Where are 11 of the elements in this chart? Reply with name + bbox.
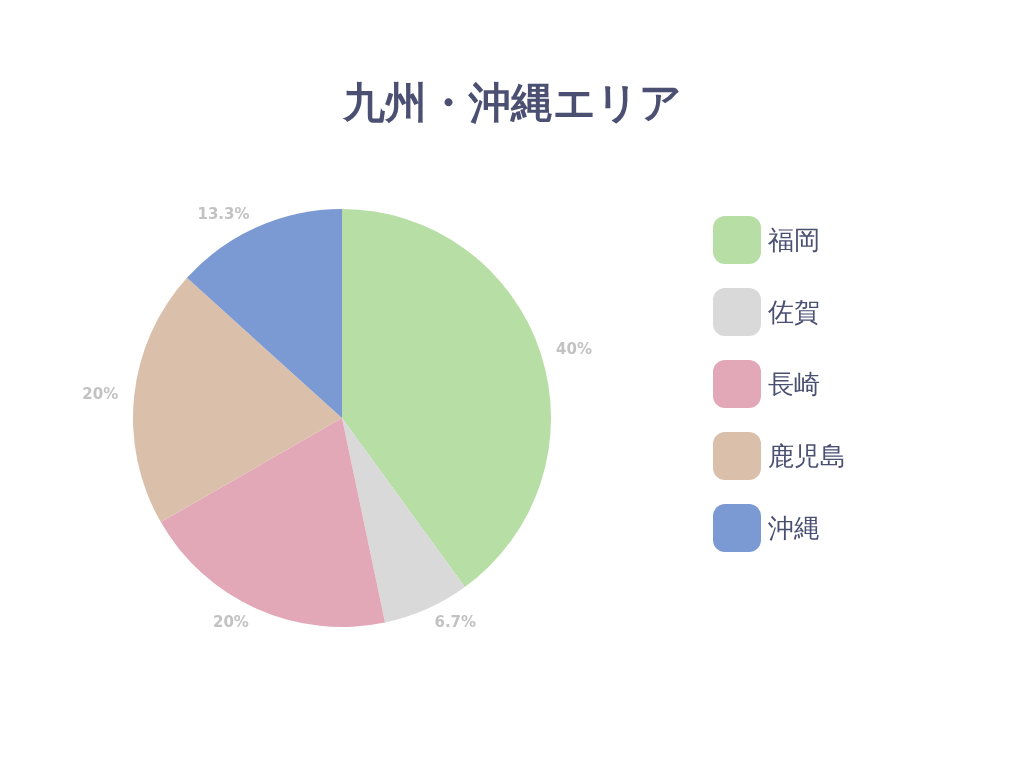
legend-label: 佐賀 <box>768 297 820 327</box>
chart-title: 九州・沖縄エリア <box>341 77 682 127</box>
data-label: 13.3% <box>197 205 250 224</box>
legend-label: 長崎 <box>768 369 820 399</box>
data-label: 40% <box>556 340 592 359</box>
legend-label: 沖縄 <box>768 513 820 543</box>
data-label: 6.7% <box>434 612 477 631</box>
data-label: 20% <box>82 385 119 404</box>
data-label: 20% <box>212 612 249 631</box>
legend-label: 福岡 <box>768 225 820 255</box>
legend-label: 鹿児島 <box>768 441 846 471</box>
